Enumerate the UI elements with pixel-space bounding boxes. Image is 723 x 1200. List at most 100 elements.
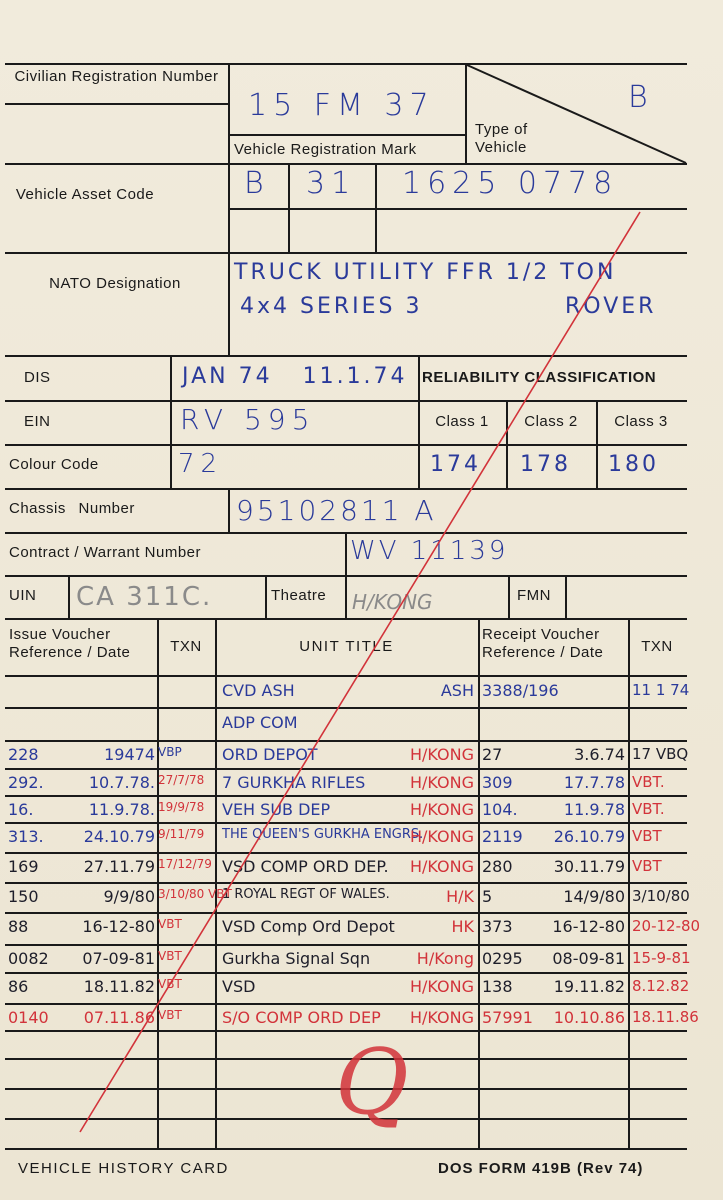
cell-rv-date: 30.11.79: [553, 857, 625, 876]
cell-iv-ref: 150: [8, 887, 39, 906]
class-1-label: Class 1: [435, 413, 489, 430]
uin-value: CA 311C.: [76, 582, 213, 612]
cell-txn2: 8.12.82: [632, 977, 690, 995]
chassis-number-label: Chassis Number: [9, 500, 135, 517]
cell-rv-ref: 138: [482, 977, 513, 996]
cell-rv-ref: 309: [482, 773, 513, 792]
cell-iv-date: 19474: [104, 745, 155, 764]
rule: [5, 618, 687, 620]
rule: [170, 355, 172, 488]
dis-value: JAN 74 11.1.74: [182, 364, 408, 389]
rule: [5, 488, 687, 490]
table-row-rule: [5, 822, 687, 824]
cell-iv-date: 10.7.78.: [88, 773, 155, 792]
issue-voucher-header: Issue Voucher Reference / Date: [9, 626, 131, 661]
theatre-label: Theatre: [271, 587, 327, 604]
uin-label: UIN: [9, 587, 37, 604]
cell-rv-ref: 57991: [482, 1008, 533, 1027]
cell-rv-date: 14/9/80: [563, 887, 625, 906]
rule: [228, 134, 465, 136]
cell-loc: H/KONG: [410, 800, 474, 819]
cell-txn: VBP: [158, 745, 182, 759]
cell-unit: 1 ROYAL REGT OF WALES.: [222, 887, 390, 902]
reliability-classification-label: RELIABILITY CLASSIFICATION: [422, 369, 657, 386]
cell-txn2: VBT: [632, 857, 662, 875]
rule: [5, 252, 687, 254]
table-row-rule: [5, 675, 687, 677]
nato-designation-line-2: 4x4 SERIES 3: [240, 294, 423, 319]
type-of-vehicle-label: Type of Vehicle: [475, 121, 528, 156]
cell-loc: H/Kong: [416, 949, 474, 968]
rule: [345, 532, 347, 618]
rule: [5, 355, 687, 357]
cell-iv-date: 27.11.79: [83, 857, 155, 876]
nato-designation-line-2b: ROVER: [565, 294, 657, 319]
cell-unit: 7 GURKHA RIFLES: [222, 773, 366, 792]
cell-rv-date: 19.11.82: [553, 977, 625, 996]
cell-iv-date: 07-09-81: [82, 949, 155, 968]
cell-txn2: 3/10/80: [632, 887, 690, 905]
table-row-rule: [5, 1003, 687, 1005]
cell-rv-date: 26.10.79: [553, 827, 625, 846]
cell-txn2: 11 1 74: [632, 681, 690, 699]
dis-label: DIS: [24, 369, 51, 386]
vehicle-registration-mark-value: 15 FM 37: [248, 88, 435, 123]
cell-txn: 17/12/79: [158, 857, 212, 871]
cell-iv-date: 18.11.82: [83, 977, 155, 996]
cell-rv-ref: 2119: [482, 827, 523, 846]
rule: [228, 63, 230, 252]
signature-mark: Q: [335, 1030, 409, 1135]
class-2-value: 178: [520, 452, 571, 477]
cell-loc: H/KONG: [410, 1008, 474, 1027]
footer-title: VEHICLE HISTORY CARD: [18, 1160, 229, 1177]
asset-code-part-3: 1625 0778: [402, 166, 619, 201]
cell-rv-ref: 104.: [482, 800, 518, 819]
cell-rv-ref: 280: [482, 857, 513, 876]
receipt-voucher-header: Receipt Voucher Reference / Date: [482, 626, 604, 661]
cell-iv-ref: 86: [8, 977, 29, 996]
table-row-rule: [5, 852, 687, 854]
cell-rv-ref: 3388/196: [482, 681, 559, 700]
cell-txn2: VBT: [632, 827, 662, 845]
asset-code-part-2: 31: [306, 166, 357, 201]
cell-iv-ref: 0140: [8, 1008, 49, 1027]
cell-txn: VBT: [158, 917, 182, 931]
cell-rv-ref: 0295: [482, 949, 523, 968]
cell-rv-date: 10.10.86: [553, 1008, 625, 1027]
cell-iv-ref: 228: [8, 745, 39, 764]
table-row-rule: [5, 944, 687, 946]
fmn-label: FMN: [517, 587, 551, 604]
theatre-value: H/KONG: [352, 590, 433, 614]
cell-txn: 3/10/80 VBT: [158, 887, 232, 901]
cell-iv-date: 07.11.86: [83, 1008, 155, 1027]
table-row-rule: [5, 912, 687, 914]
cell-loc: H/KONG: [410, 773, 474, 792]
cell-txn: VBT: [158, 1008, 182, 1022]
table-row-rule: [5, 972, 687, 974]
cell-rv-ref: 27: [482, 745, 503, 764]
rule: [465, 63, 467, 163]
cell-iv-ref: 88: [8, 917, 29, 936]
ein-label: EIN: [24, 413, 51, 430]
vehicle-asset-code-label: Vehicle Asset Code: [15, 186, 155, 203]
cell-rv-ref: 5: [482, 887, 493, 906]
table-row-rule: [5, 1148, 687, 1150]
contract-warrant-number-label: Contract / Warrant Number: [9, 544, 201, 561]
cell-iv-ref: 313.: [8, 827, 44, 846]
class-3-value: 180: [608, 452, 659, 477]
cell-loc: HK: [451, 917, 474, 936]
cell-txn: 19/9/78: [158, 800, 205, 814]
cell-txn2: VBT.: [632, 773, 665, 791]
unit-title-header: UNIT TITLE: [299, 638, 394, 655]
table-row-rule: [5, 882, 687, 884]
cell-txn2: 15-9-81: [632, 949, 691, 967]
vehicle-registration-mark-label: Vehicle Registration Mark: [234, 141, 417, 158]
table-row-rule: [5, 740, 687, 742]
rule: [5, 400, 687, 402]
cell-iv-date: 9/9/80: [103, 887, 156, 906]
cell-loc: H/KONG: [410, 745, 474, 764]
class-2-label: Class 2: [524, 413, 578, 430]
cell-iv-ref: 0082: [8, 949, 49, 968]
colour-code-value: 72: [178, 449, 224, 479]
cell-rv-date: 3.6.74: [574, 745, 625, 764]
